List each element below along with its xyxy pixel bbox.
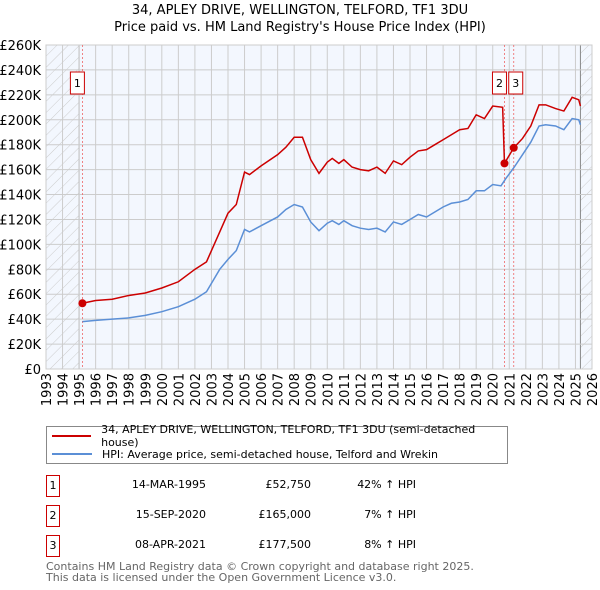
footer-copyright: Contains HM Land Registry data © Crown c… <box>46 560 474 573</box>
x-tick-label: 2018 <box>454 373 469 406</box>
sale-label-text: 3 <box>512 77 519 90</box>
sale-point <box>500 159 509 168</box>
sale-date: 14-MAR-1995 <box>131 478 206 491</box>
x-tick-label: 2012 <box>354 373 369 406</box>
y-tick-label: £20K <box>8 338 42 353</box>
x-tick-label: 2006 <box>255 373 270 406</box>
sale-marker: 1 <box>46 475 60 497</box>
sale-price: £165,000 <box>258 508 312 521</box>
y-tick-label: £180K <box>0 139 41 154</box>
legend-swatch-red <box>52 435 92 437</box>
sale-price: £52,750 <box>265 478 312 491</box>
price-chart: £0 £20K £40K £60K £80K £100K £120K £140K £160K £1… <box>0 39 600 406</box>
x-tick-label: 2016 <box>421 373 436 406</box>
x-tick-label: 1994 <box>57 373 72 406</box>
x-tick-label: 2008 <box>288 373 303 406</box>
y-tick-label: £220K <box>0 89 41 104</box>
y-tick-label: £0 <box>24 363 41 378</box>
sale-label-border <box>508 71 524 95</box>
x-tick-label: 2002 <box>189 373 204 406</box>
x-tick-label: 1996 <box>90 373 105 406</box>
y-tick-label: £160K <box>0 164 41 179</box>
x-tick-label: 2023 <box>536 373 551 406</box>
x-tick-label: 2021 <box>503 373 518 406</box>
legend-swatch-blue <box>52 453 92 455</box>
x-tick-label: 1999 <box>139 373 154 406</box>
sale-label-text: 1 <box>74 77 81 90</box>
x-tick-label: 1993 <box>40 373 55 406</box>
table-row: 2 15-SEP-2020 £165,000 7% ↑ HPI <box>46 505 446 527</box>
x-tick-label: 2026 <box>586 373 600 406</box>
y-tick-label: £240K <box>0 64 41 79</box>
table-row: 3 08-APR-2021 £177,500 8% ↑ HPI <box>46 535 446 557</box>
x-tick-label: 1998 <box>123 373 138 406</box>
legend-item-hpi: HPI: Average price, semi-detached house,… <box>52 445 438 463</box>
sale-date: 15-SEP-2020 <box>135 508 206 521</box>
x-tick-label: 2005 <box>239 373 254 406</box>
series-line <box>82 117 582 323</box>
sale-marker: 3 <box>46 535 60 557</box>
sale-hpi-diff: 7% ↑ HPI <box>364 508 416 521</box>
plot-border <box>45 44 593 370</box>
y-tick-label: £60K <box>8 288 42 303</box>
x-tick-label: 2003 <box>205 373 220 406</box>
sale-date: 08-APR-2021 <box>134 538 206 551</box>
x-tick-label: 2014 <box>387 373 402 406</box>
x-tick-label: 2015 <box>404 373 419 406</box>
legend-label: HPI: Average price, semi-detached house,… <box>102 447 438 461</box>
y-tick-label: £120K <box>0 213 41 228</box>
y-tick-label: £140K <box>0 189 41 204</box>
legend-item-property: 34, APLEY DRIVE, WELLINGTON, TELFORD, TF… <box>52 423 507 449</box>
x-tick-label: 1995 <box>73 373 88 406</box>
footer-licence: This data is licensed under the Open Gov… <box>46 571 397 584</box>
y-tick-label: £260K <box>0 39 41 54</box>
sale-label-text: 2 <box>496 77 503 90</box>
legend: 34, APLEY DRIVE, WELLINGTON, TELFORD, TF… <box>46 423 508 464</box>
x-tick-label: 2004 <box>222 373 237 406</box>
sale-point <box>78 299 87 308</box>
sale-point <box>509 143 518 152</box>
x-tick-label: 2007 <box>272 373 287 406</box>
x-tick-label: 2020 <box>487 373 502 406</box>
legend-label: 34, APLEY DRIVE, WELLINGTON, TELFORD, TF… <box>101 423 476 449</box>
sale-label-box: 1 <box>69 71 85 95</box>
x-tick-label: 2025 <box>569 373 584 406</box>
chart-title: 34, APLEY DRIVE, WELLINGTON, TELFORD, TF… <box>131 3 469 18</box>
x-tick-label: 1997 <box>106 373 121 406</box>
sale-label-box: 3 <box>508 71 524 95</box>
sale-marker: 2 <box>46 505 60 527</box>
x-tick-label: 2009 <box>305 373 320 406</box>
x-tick-label: 2013 <box>371 373 386 406</box>
sale-hpi-diff: 8% ↑ HPI <box>364 538 416 551</box>
y-tick-label: £40K <box>8 313 42 328</box>
y-tick-label: £200K <box>0 114 41 129</box>
chart-subtitle: Price paid vs. HM Land Registry's House … <box>114 20 486 35</box>
plot-background <box>46 45 592 369</box>
sale-price: £177,500 <box>258 538 312 551</box>
x-tick-label: 2019 <box>470 373 485 406</box>
sale-label-border <box>69 71 85 95</box>
x-tick-label: 2000 <box>156 373 171 406</box>
x-tick-label: 2024 <box>553 373 568 406</box>
x-tick-label: 2022 <box>520 373 535 406</box>
y-tick-label: £80K <box>8 263 42 278</box>
x-tick-label: 2001 <box>172 373 187 406</box>
sale-hpi-diff: 42% ↑ HPI <box>357 478 416 491</box>
hatched-region <box>580 45 592 369</box>
sale-label-border <box>491 71 507 95</box>
y-tick-label: £100K <box>0 238 41 253</box>
x-tick-label: 2017 <box>437 373 452 406</box>
table-row: 1 14-MAR-1995 £52,750 42% ↑ HPI <box>46 475 446 497</box>
x-tick-label: 2011 <box>338 373 353 406</box>
sale-label-box: 2 <box>491 71 507 95</box>
x-tick-label: 2010 <box>321 373 336 406</box>
